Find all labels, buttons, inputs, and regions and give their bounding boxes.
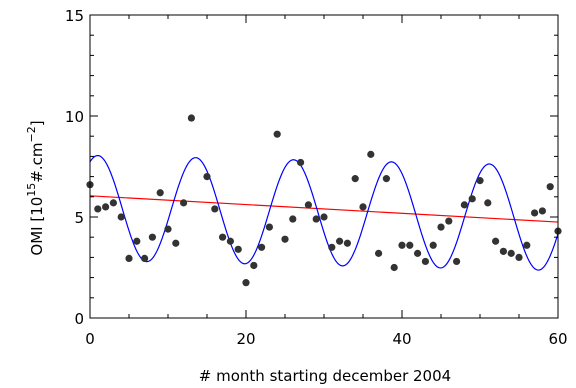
data-point-12 xyxy=(180,199,188,207)
data-point-11 xyxy=(172,239,180,247)
data-point-26 xyxy=(297,158,305,167)
data-point-46 xyxy=(453,257,461,266)
data-point-52 xyxy=(499,247,507,255)
data-point-56 xyxy=(531,209,539,217)
data-point-53 xyxy=(507,249,515,257)
data-point-48 xyxy=(468,195,476,203)
y-axis-title: OMI [1015#.cm−2] xyxy=(25,120,46,255)
x-tick-label-40: 40 xyxy=(392,330,411,348)
data-point-2 xyxy=(102,203,110,211)
data-point-58 xyxy=(546,183,554,191)
x-tick-label-20: 20 xyxy=(236,330,255,348)
data-point-47 xyxy=(460,201,468,209)
data-point-23 xyxy=(273,130,281,138)
data-point-25 xyxy=(289,215,297,223)
data-point-7 xyxy=(141,254,149,263)
y-tick-label-5: 5 xyxy=(74,209,84,227)
data-point-34 xyxy=(359,203,367,211)
data-point-17 xyxy=(226,237,234,245)
trend-line xyxy=(89,195,559,223)
y-tick-label-10: 10 xyxy=(65,108,84,126)
data-point-55 xyxy=(523,241,531,249)
data-point-49 xyxy=(476,177,484,185)
data-point-10 xyxy=(164,225,172,233)
data-point-24 xyxy=(281,235,289,243)
data-point-27 xyxy=(304,201,312,209)
y-axis-title-suffix: ] xyxy=(28,120,46,126)
x-tick-labels: 0 20 40 60 xyxy=(85,330,567,348)
data-point-44 xyxy=(437,223,445,231)
data-point-51 xyxy=(492,237,500,245)
axes xyxy=(89,14,559,319)
data-point-45 xyxy=(445,217,453,225)
data-point-50 xyxy=(484,199,492,207)
seasonal-fit-line xyxy=(89,154,559,271)
y-tick-label-0: 0 xyxy=(74,310,84,328)
data-point-43 xyxy=(429,241,437,249)
data-point-30 xyxy=(328,243,336,251)
y-axis-title-unit: #.cm xyxy=(28,142,46,182)
data-point-13 xyxy=(187,114,195,122)
data-point-31 xyxy=(336,237,344,245)
data-point-15 xyxy=(211,205,219,213)
y-axis-title-prefix: OMI [10 xyxy=(28,197,46,256)
data-point-19 xyxy=(242,279,250,287)
y-axis-title-exponent: 15 xyxy=(25,183,38,197)
data-point-41 xyxy=(414,249,422,257)
data-point-8 xyxy=(148,233,156,241)
y-tick-label-15: 15 xyxy=(65,7,84,25)
data-point-1 xyxy=(94,205,102,213)
data-point-22 xyxy=(265,223,273,231)
data-point-14 xyxy=(203,173,211,181)
y-tick-labels: 0 5 10 15 xyxy=(65,7,84,328)
data-point-42 xyxy=(421,257,429,266)
x-axis-title: # month starting december 2004 xyxy=(199,367,451,385)
x-tick-label-0: 0 xyxy=(85,330,95,348)
y-axis-title-unit-exponent: −2 xyxy=(25,126,38,142)
data-point-6 xyxy=(133,237,141,245)
data-point-33 xyxy=(351,175,359,183)
data-point-9 xyxy=(156,189,164,197)
data-point-54 xyxy=(515,253,523,261)
data-point-36 xyxy=(375,249,383,257)
data-point-18 xyxy=(234,245,242,253)
data-point-38 xyxy=(390,263,398,272)
data-point-4 xyxy=(117,213,125,221)
fit-lines xyxy=(89,154,559,271)
data-point-5 xyxy=(125,254,133,263)
data-point-21 xyxy=(258,243,266,251)
data-point-57 xyxy=(538,207,547,215)
data-point-16 xyxy=(219,233,227,241)
data-point-35 xyxy=(367,150,375,158)
axes-frame xyxy=(89,14,559,319)
data-point-39 xyxy=(398,241,406,249)
data-points xyxy=(86,114,562,287)
data-point-32 xyxy=(343,239,351,247)
x-tick-label-60: 60 xyxy=(548,330,567,348)
data-point-29 xyxy=(320,213,328,221)
data-point-37 xyxy=(382,175,390,183)
data-point-3 xyxy=(109,199,117,207)
data-point-28 xyxy=(312,215,320,223)
data-point-40 xyxy=(406,241,414,249)
data-point-20 xyxy=(250,261,258,270)
